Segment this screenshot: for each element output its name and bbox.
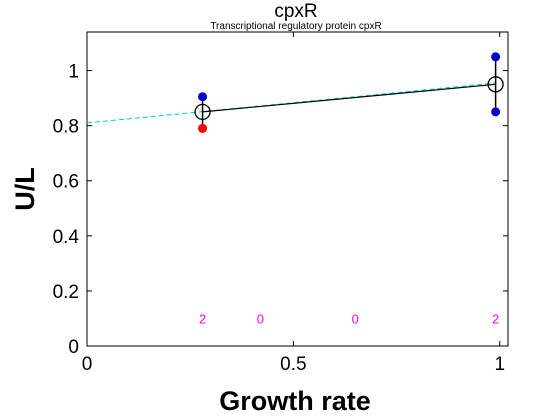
- count-label: 2: [199, 311, 206, 326]
- x-axis: 0 0.5 1: [82, 32, 505, 375]
- plot-area: [86, 31, 509, 347]
- y-tick-label: 0.8: [53, 117, 79, 138]
- chart-title: cpxR: [274, 1, 317, 22]
- y-tick-label: 0.2: [53, 282, 79, 303]
- x-axis-label: Growth rate: [219, 386, 371, 416]
- y-tick-label: 1: [68, 62, 79, 83]
- y-axis: 0 0.2 0.4 0.6 0.8 1: [53, 62, 508, 358]
- y-tick-label: 0.6: [53, 172, 79, 193]
- x-tick-label: 0.5: [280, 354, 306, 375]
- x-tick-label: 1: [494, 354, 505, 375]
- x-tick-label: 0: [82, 354, 93, 375]
- mean-line: [202, 83, 496, 113]
- data-points: [194, 52, 504, 133]
- mean-marker: [487, 76, 504, 93]
- replicate-point: [198, 123, 208, 133]
- chart-subtitle: Transcriptional regulatory protein cpxR: [210, 21, 381, 32]
- count-label: 2: [492, 311, 499, 326]
- y-tick-label: 0.4: [53, 227, 80, 248]
- count-label: 0: [257, 311, 264, 326]
- series-lines: [86, 82, 496, 124]
- mean-marker: [194, 103, 211, 121]
- replicate-point: [198, 92, 208, 102]
- replicate-point: [491, 107, 501, 117]
- count-label: 0: [352, 311, 359, 326]
- replicate-point: [491, 52, 501, 62]
- y-tick-label: 0: [68, 337, 79, 358]
- fit-line: [86, 82, 496, 124]
- y-axis-label: U/L: [10, 167, 40, 211]
- error-bars: [201, 56, 497, 126]
